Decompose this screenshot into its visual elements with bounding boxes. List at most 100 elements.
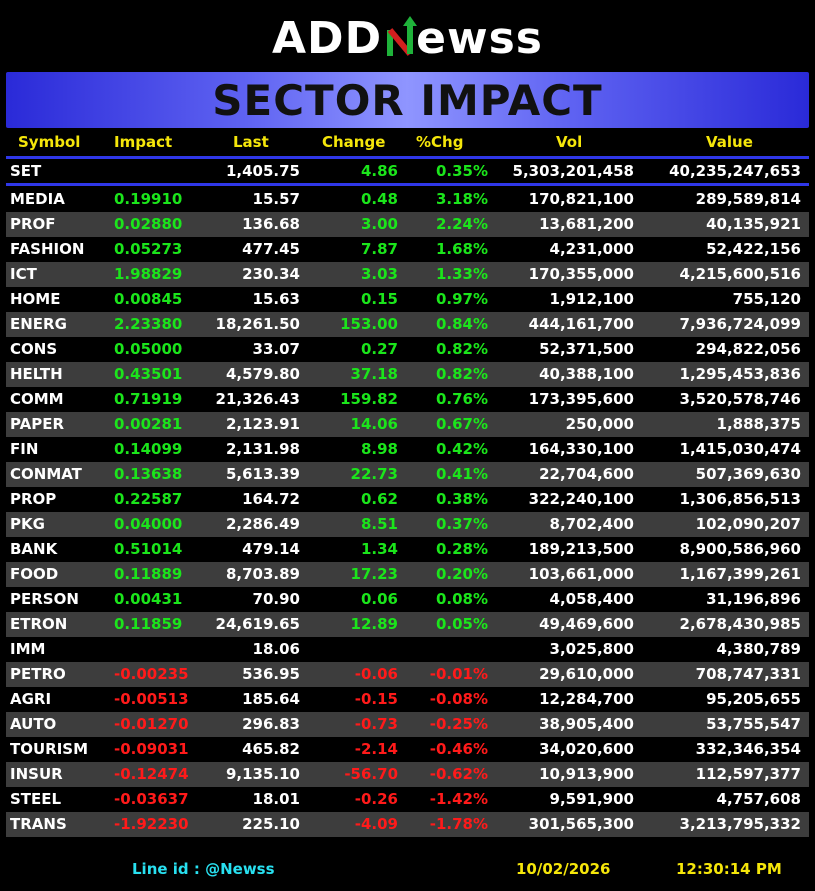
table-cell-value: 4,380,789 [716,640,801,658]
table-cell-last: 479.14 [242,540,300,558]
table-cell-vol: 49,469,600 [539,615,634,633]
table-row: ICT 1.98829 230.34 3.03 1.33% 170,355,000 4,21… [6,262,809,287]
table-cell-symbol: PROF [10,215,56,233]
table-cell-impact: -0.09031 [114,740,189,758]
index-pct: 0.35% [435,162,488,180]
table-cell-symbol: CONMAT [10,465,82,483]
table-cell-impact: 0.13638 [114,465,183,483]
table-cell-impact: 0.51014 [114,540,183,558]
table-cell-symbol: AUTO [10,715,57,733]
table-header: Symbol Impact Last Change %Chg Vol Value [6,133,809,155]
table-cell-symbol: MEDIA [10,190,65,208]
table-cell-impact: 0.00845 [114,290,183,308]
table-cell-pct: 0.05% [435,615,488,633]
table-cell-vol: 9,591,900 [549,790,634,808]
table-cell-symbol: TRANS [10,815,67,833]
table-cell-vol: 3,025,800 [549,640,634,658]
table-cell-pct: -1.78% [429,815,488,833]
table-cell-symbol: HOME [10,290,61,308]
table-row: HELTH 0.43501 4,579.80 37.18 0.82% 40,388,100… [6,362,809,387]
table-row: CONS 0.05000 33.07 0.27 0.82% 52,371,500 294,8… [6,337,809,362]
index-symbol: SET [10,162,42,180]
table-cell-symbol: STEEL [10,790,62,808]
table-cell-last: 24,619.65 [215,615,300,633]
table-cell-last: 225.10 [242,815,300,833]
table-cell-vol: 4,058,400 [549,590,634,608]
table-cell-value: 31,196,896 [706,590,801,608]
table-cell-value: 2,678,430,985 [679,615,801,633]
table-cell-change: 8.98 [360,440,398,458]
table-cell-vol: 173,395,600 [528,390,634,408]
table-cell-vol: 444,161,700 [528,315,634,333]
table-cell-value: 52,422,156 [706,240,801,258]
col-header-pct: %Chg [416,133,464,151]
table-cell-vol: 322,240,100 [528,490,634,508]
table-row: FOOD 0.11889 8,703.89 17.23 0.20% 103,661,000… [6,562,809,587]
col-header-symbol: Symbol [18,133,81,151]
table-cell-change: 0.62 [360,490,398,508]
col-header-change: Change [322,133,386,151]
table-cell-pct: -0.62% [429,765,488,783]
table-cell-change: -56.70 [344,765,398,783]
table-cell-pct: 0.08% [435,590,488,608]
table-cell-value: 40,135,921 [706,215,801,233]
logo-text: ADD ewss [272,13,543,64]
table-cell-symbol: AGRI [10,690,52,708]
table-cell-vol: 52,371,500 [539,340,634,358]
table-cell-change: 0.15 [360,290,398,308]
title-banner: SECTOR IMPACT [6,72,809,128]
table-cell-impact: -0.00235 [114,665,189,683]
logo-slash-icon [387,16,418,56]
table-cell-symbol: COMM [10,390,64,408]
table-cell-last: 4,579.80 [225,365,300,383]
table-cell-pct: -0.25% [429,715,488,733]
table-row: INSUR -0.12474 9,135.10 -56.70 -0.62% 10,913,… [6,762,809,787]
table-row: BANK 0.51014 479.14 1.34 0.28% 189,213,500 8,9… [6,537,809,562]
table-row: FIN 0.14099 2,131.98 8.98 0.42% 164,330,100 1,… [6,437,809,462]
table-cell-last: 164.72 [242,490,300,508]
table-cell-symbol: PKG [10,515,45,533]
table-cell-last: 18.06 [252,640,300,658]
table-cell-value: 1,888,375 [716,415,801,433]
table-cell-value: 3,213,795,332 [679,815,801,833]
table-cell-pct: 0.67% [435,415,488,433]
table-cell-vol: 250,000 [565,415,634,433]
table-cell-impact: 0.05273 [114,240,183,258]
table-cell-last: 18.01 [252,790,300,808]
table-cell-last: 2,286.49 [225,515,300,533]
table-cell-last: 230.34 [242,265,300,283]
table-cell-pct: 0.42% [435,440,488,458]
table-cell-value: 289,589,814 [695,190,801,208]
table-cell-impact: -0.01270 [114,715,189,733]
table-row: PROP 0.22587 164.72 0.62 0.38% 322,240,100 1,3… [6,487,809,512]
table-cell-change: 3.00 [360,215,398,233]
page-title: SECTOR IMPACT [212,75,603,125]
table-cell-pct: 0.41% [435,465,488,483]
table-cell-change: 0.27 [360,340,398,358]
table-cell-impact: 0.22587 [114,490,183,508]
table-cell-change: 0.06 [360,590,398,608]
index-change: 4.86 [360,162,398,180]
table-row: IMM 18.06 3,025,800 4,380,789 [6,637,809,662]
table-cell-symbol: ENERG [10,315,67,333]
table-cell-value: 7,936,724,099 [679,315,801,333]
table-cell-symbol: ETRON [10,615,68,633]
table-cell-value: 1,295,453,836 [679,365,801,383]
table-row: TOURISM -0.09031 465.82 -2.14 -0.46% 34,020,6… [6,737,809,762]
table-cell-symbol: FASHION [10,240,85,258]
table-cell-pct: 2.24% [435,215,488,233]
footer-time: 12:30:14 PM [676,860,782,878]
table-row: AGRI -0.00513 185.64 -0.15 -0.08% 12,284,700 9… [6,687,809,712]
table-row: HOME 0.00845 15.63 0.15 0.97% 1,912,100 755,12… [6,287,809,312]
table-cell-value: 755,120 [732,290,801,308]
table-row: PERSON 0.00431 70.90 0.06 0.08% 4,058,400 31,1… [6,587,809,612]
table-cell-symbol: PERSON [10,590,79,608]
table-cell-vol: 189,213,500 [528,540,634,558]
table-cell-impact: 0.43501 [114,365,183,383]
table-cell-vol: 301,565,300 [528,815,634,833]
table-cell-impact: 0.11859 [114,615,183,633]
table-cell-value: 53,755,547 [706,715,801,733]
table-row: STEEL -0.03637 18.01 -0.26 -1.42% 9,591,900 4,… [6,787,809,812]
table-cell-vol: 170,355,000 [528,265,634,283]
table-cell-last: 136.68 [242,215,300,233]
